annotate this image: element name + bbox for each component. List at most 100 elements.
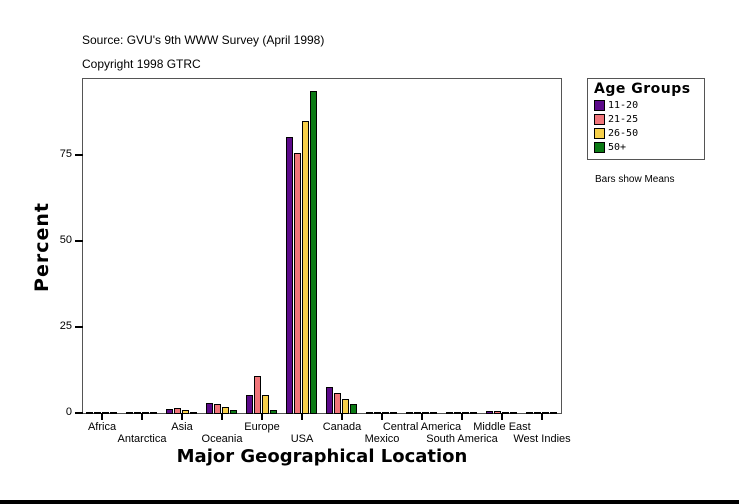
x-tick-label: South America xyxy=(426,433,498,445)
bar xyxy=(230,409,237,414)
y-tick-label: 50 xyxy=(59,234,72,246)
bar xyxy=(214,404,221,414)
x-axis-title: Major Geographical Location xyxy=(176,446,468,467)
bar xyxy=(206,402,213,414)
x-tick xyxy=(141,413,143,420)
x-tick-label: Europe xyxy=(244,421,280,433)
bar xyxy=(86,412,93,414)
bar xyxy=(94,412,101,414)
bar xyxy=(222,407,229,414)
bar xyxy=(382,412,389,414)
bar xyxy=(542,412,549,414)
legend-title: Age Groups xyxy=(594,81,691,97)
bar xyxy=(430,412,437,414)
bar xyxy=(334,393,341,414)
bar xyxy=(254,376,261,414)
bar xyxy=(526,412,533,414)
y-tick-label: 0 xyxy=(65,406,72,418)
x-tick xyxy=(301,413,303,420)
bar xyxy=(286,137,293,414)
bar xyxy=(470,412,477,414)
bar xyxy=(310,90,317,414)
bar xyxy=(446,412,453,414)
bar xyxy=(390,412,397,414)
bar xyxy=(270,409,277,414)
legend-label: 26-50 xyxy=(608,128,639,139)
bar xyxy=(182,409,189,414)
x-tick xyxy=(341,413,343,420)
legend-item-21-25: 21-25 xyxy=(594,114,638,125)
bar xyxy=(174,408,181,414)
swatch-11-20 xyxy=(594,100,605,111)
bar xyxy=(102,412,109,414)
x-tick xyxy=(181,413,183,420)
x-tick-label: Middle East xyxy=(473,421,531,433)
bar xyxy=(262,395,269,414)
bars-note: Bars show Means xyxy=(595,174,675,185)
y-tick-label: 25 xyxy=(59,320,72,332)
legend-item-26-50: 26-50 xyxy=(594,128,638,139)
plot-area xyxy=(82,78,562,414)
legend-label: 21-25 xyxy=(608,114,639,125)
y-tick xyxy=(75,154,83,156)
swatch-26-50 xyxy=(594,128,605,139)
x-tick xyxy=(421,413,423,420)
y-tick-label: 75 xyxy=(59,148,72,160)
x-tick-label: Central America xyxy=(382,421,462,433)
swatch-21-25 xyxy=(594,114,605,125)
x-tick-label: USA xyxy=(290,433,314,445)
legend-item-11-20: 11-20 xyxy=(594,100,638,111)
bar xyxy=(366,412,373,414)
bar xyxy=(166,408,173,414)
x-tick-label: Mexico xyxy=(364,433,400,445)
legend-label: 11-20 xyxy=(608,100,639,111)
bar xyxy=(534,412,541,414)
source-caption: Source: GVU's 9th WWW Survey (April 1998… xyxy=(82,33,325,47)
bar xyxy=(454,412,461,414)
x-tick-label: Africa xyxy=(87,421,117,433)
y-tick xyxy=(75,412,83,414)
bar xyxy=(302,120,309,414)
bar xyxy=(406,412,413,414)
bar xyxy=(134,412,141,414)
x-tick-label: Oceania xyxy=(201,433,243,445)
bar xyxy=(142,412,149,414)
x-tick xyxy=(541,413,543,420)
y-axis-title: Percent xyxy=(31,202,53,292)
bar xyxy=(422,412,429,414)
bar xyxy=(126,412,133,414)
bar xyxy=(462,412,469,414)
x-tick xyxy=(221,413,223,420)
x-tick xyxy=(261,413,263,420)
bar xyxy=(494,411,501,414)
x-tick-label: Asia xyxy=(171,421,193,433)
x-tick xyxy=(501,413,503,420)
y-tick xyxy=(75,326,83,328)
legend: Age Groups 11-20 21-25 26-50 50+ xyxy=(587,78,705,160)
bar xyxy=(486,411,493,414)
bar xyxy=(342,398,349,414)
swatch-50-plus xyxy=(594,142,605,153)
bar xyxy=(550,412,557,414)
x-tick-label: Canada xyxy=(322,421,362,433)
bar xyxy=(326,387,333,414)
x-tick xyxy=(381,413,383,420)
bar xyxy=(414,412,421,414)
bar xyxy=(350,404,357,414)
bar xyxy=(510,412,517,414)
bottom-border xyxy=(0,500,739,504)
copyright-caption: Copyright 1998 GTRC xyxy=(82,57,201,71)
legend-item-50-plus: 50+ xyxy=(594,142,626,153)
bar xyxy=(246,395,253,414)
x-tick-label: Antarctica xyxy=(117,433,167,445)
bar xyxy=(502,412,509,414)
bar xyxy=(294,152,301,414)
x-tick xyxy=(461,413,463,420)
legend-label: 50+ xyxy=(608,142,627,153)
bar xyxy=(190,411,197,414)
bar xyxy=(374,412,381,414)
y-tick xyxy=(75,240,83,242)
x-tick xyxy=(101,413,103,420)
bar xyxy=(150,412,157,414)
bar xyxy=(110,412,117,414)
